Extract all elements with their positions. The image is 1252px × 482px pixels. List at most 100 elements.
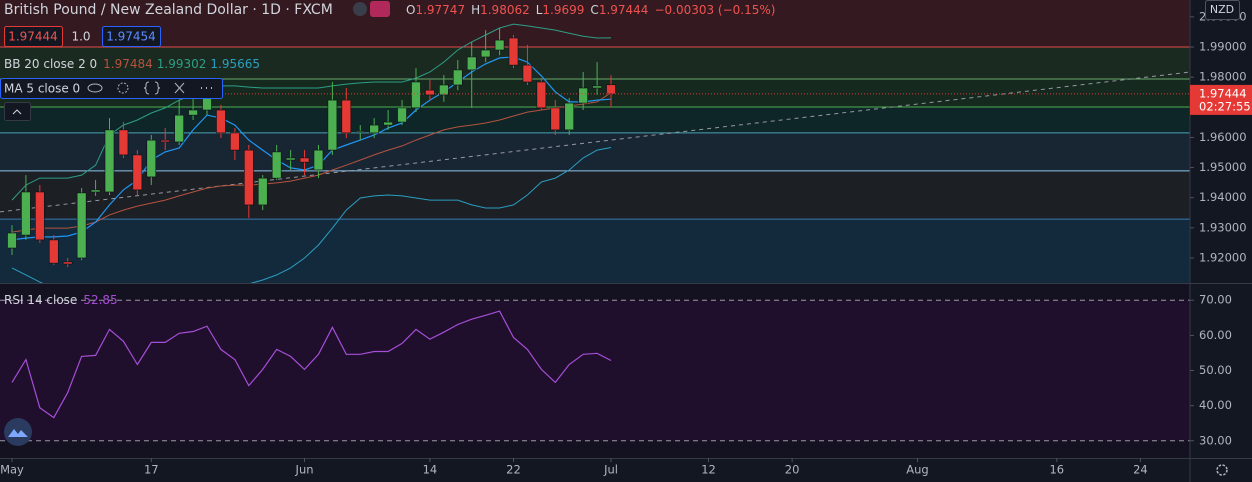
bb-line [11,147,612,283]
candle-body [132,154,143,191]
x-tick-label: 14 [423,463,438,477]
candle-body [118,129,129,156]
x-tick-label: Aug [906,463,928,477]
rsi-band [0,300,1190,441]
y-tick-label: 60.00 [1199,328,1232,342]
logo-mark [8,429,28,437]
candle-body [285,157,296,161]
logo[interactable] [4,418,32,446]
x-tick-label: 20 [785,463,800,477]
ohlc-label: C [590,3,598,17]
countdown: 02:27:55 [1199,99,1251,113]
candle-body [341,99,352,134]
candle-body [188,109,198,116]
axes: 2.000001.990001.980001.970001.960001.950… [0,9,1246,476]
x-tick-label: May [0,463,24,477]
candle-body [564,102,575,131]
change: −0.00303 (−0.15%) [654,3,775,17]
bid-box[interactable] [4,26,63,47]
candle-body [230,132,240,151]
ask-box[interactable] [102,26,161,47]
y-tick-label: 50.00 [1199,363,1232,377]
candle-body [466,56,477,71]
candle-body [174,114,184,143]
zone [0,47,1190,79]
candle-body [397,107,407,123]
rsi-line [11,310,612,419]
candle-body [452,69,463,86]
candle-body [21,191,31,236]
zone [0,170,1190,220]
y-tick-label: 1.99000 [1199,40,1247,54]
bb-name: BB 20 close 2 0 [4,57,97,71]
candle-body [369,124,379,134]
bb-value: 1.97484 [103,57,153,71]
icon[interactable] [370,1,390,17]
y-tick-label: 1.95000 [1199,160,1247,174]
candle-body [383,121,393,126]
candle-body [494,39,505,51]
candle-body [244,149,254,206]
y-tick-label: 1.93000 [1199,220,1247,234]
candle-body [160,139,171,143]
icon[interactable] [353,2,367,16]
currency: NZD [1210,3,1234,16]
candle-body [35,191,45,241]
last-price-box [1190,84,1252,115]
candle-body [327,99,338,151]
source-icon[interactable] [143,81,161,95]
candle-body [480,49,491,58]
bb-value: 1.95665 [210,57,260,71]
settings-icon[interactable] [1216,464,1228,476]
ohlc-label: H [471,3,480,17]
candle-body [536,81,547,109]
caret [12,109,22,115]
candle-body [439,84,449,96]
collapse-button[interactable] [4,102,31,121]
ohlc-value: 1.98062 [480,3,530,17]
y-tick-label: 1.94000 [1199,190,1247,204]
candle-body [606,84,616,95]
remove-icon[interactable] [174,82,185,94]
price-pane [0,0,1190,283]
y-tick-label: 70.00 [1199,293,1232,307]
last-price: 1.97444 [1199,86,1247,100]
candle-body [76,192,87,259]
bb-line [11,92,612,233]
candle-body [7,232,17,249]
candle-body [104,129,115,193]
y-tick-label: 1.92000 [1199,250,1247,264]
x-tick-label: 17 [144,463,159,477]
candle-body [48,239,59,264]
y-tick-label: 40.00 [1199,398,1232,412]
zone [0,219,1190,283]
ohlc: O1.97747 H1.98062 L1.9699 C1.97444 −0.00303 … [406,3,775,17]
y-tick-label: 30.00 [1199,433,1232,447]
ohlc-label: O [406,3,415,17]
candle-body [592,85,602,89]
ask: 1.97454 [106,30,156,44]
currency-box[interactable] [1205,0,1240,20]
ma-name: MA 5 close 0 [4,82,80,96]
bb-value: 1.99302 [157,57,207,71]
candle-body [578,87,588,104]
settings-icon[interactable] [117,82,129,94]
candle-body [271,151,282,179]
rsi-value: 52.85 [83,293,117,307]
bid: 1.97444 [8,30,58,44]
candle-body [522,64,533,83]
spread: 1.0 [71,30,90,44]
candle-body [62,261,73,265]
candle-body [425,89,435,96]
candle-body [355,130,366,133]
y-tick-label: 1.96000 [1199,130,1247,144]
candle-body [90,189,101,193]
zone [0,0,1190,48]
rsi-pane [0,283,1190,458]
candle-body [257,177,268,206]
eye-icon[interactable] [87,83,103,93]
ma-legend-box[interactable] [0,78,223,99]
x-tick-label: 12 [701,463,716,477]
